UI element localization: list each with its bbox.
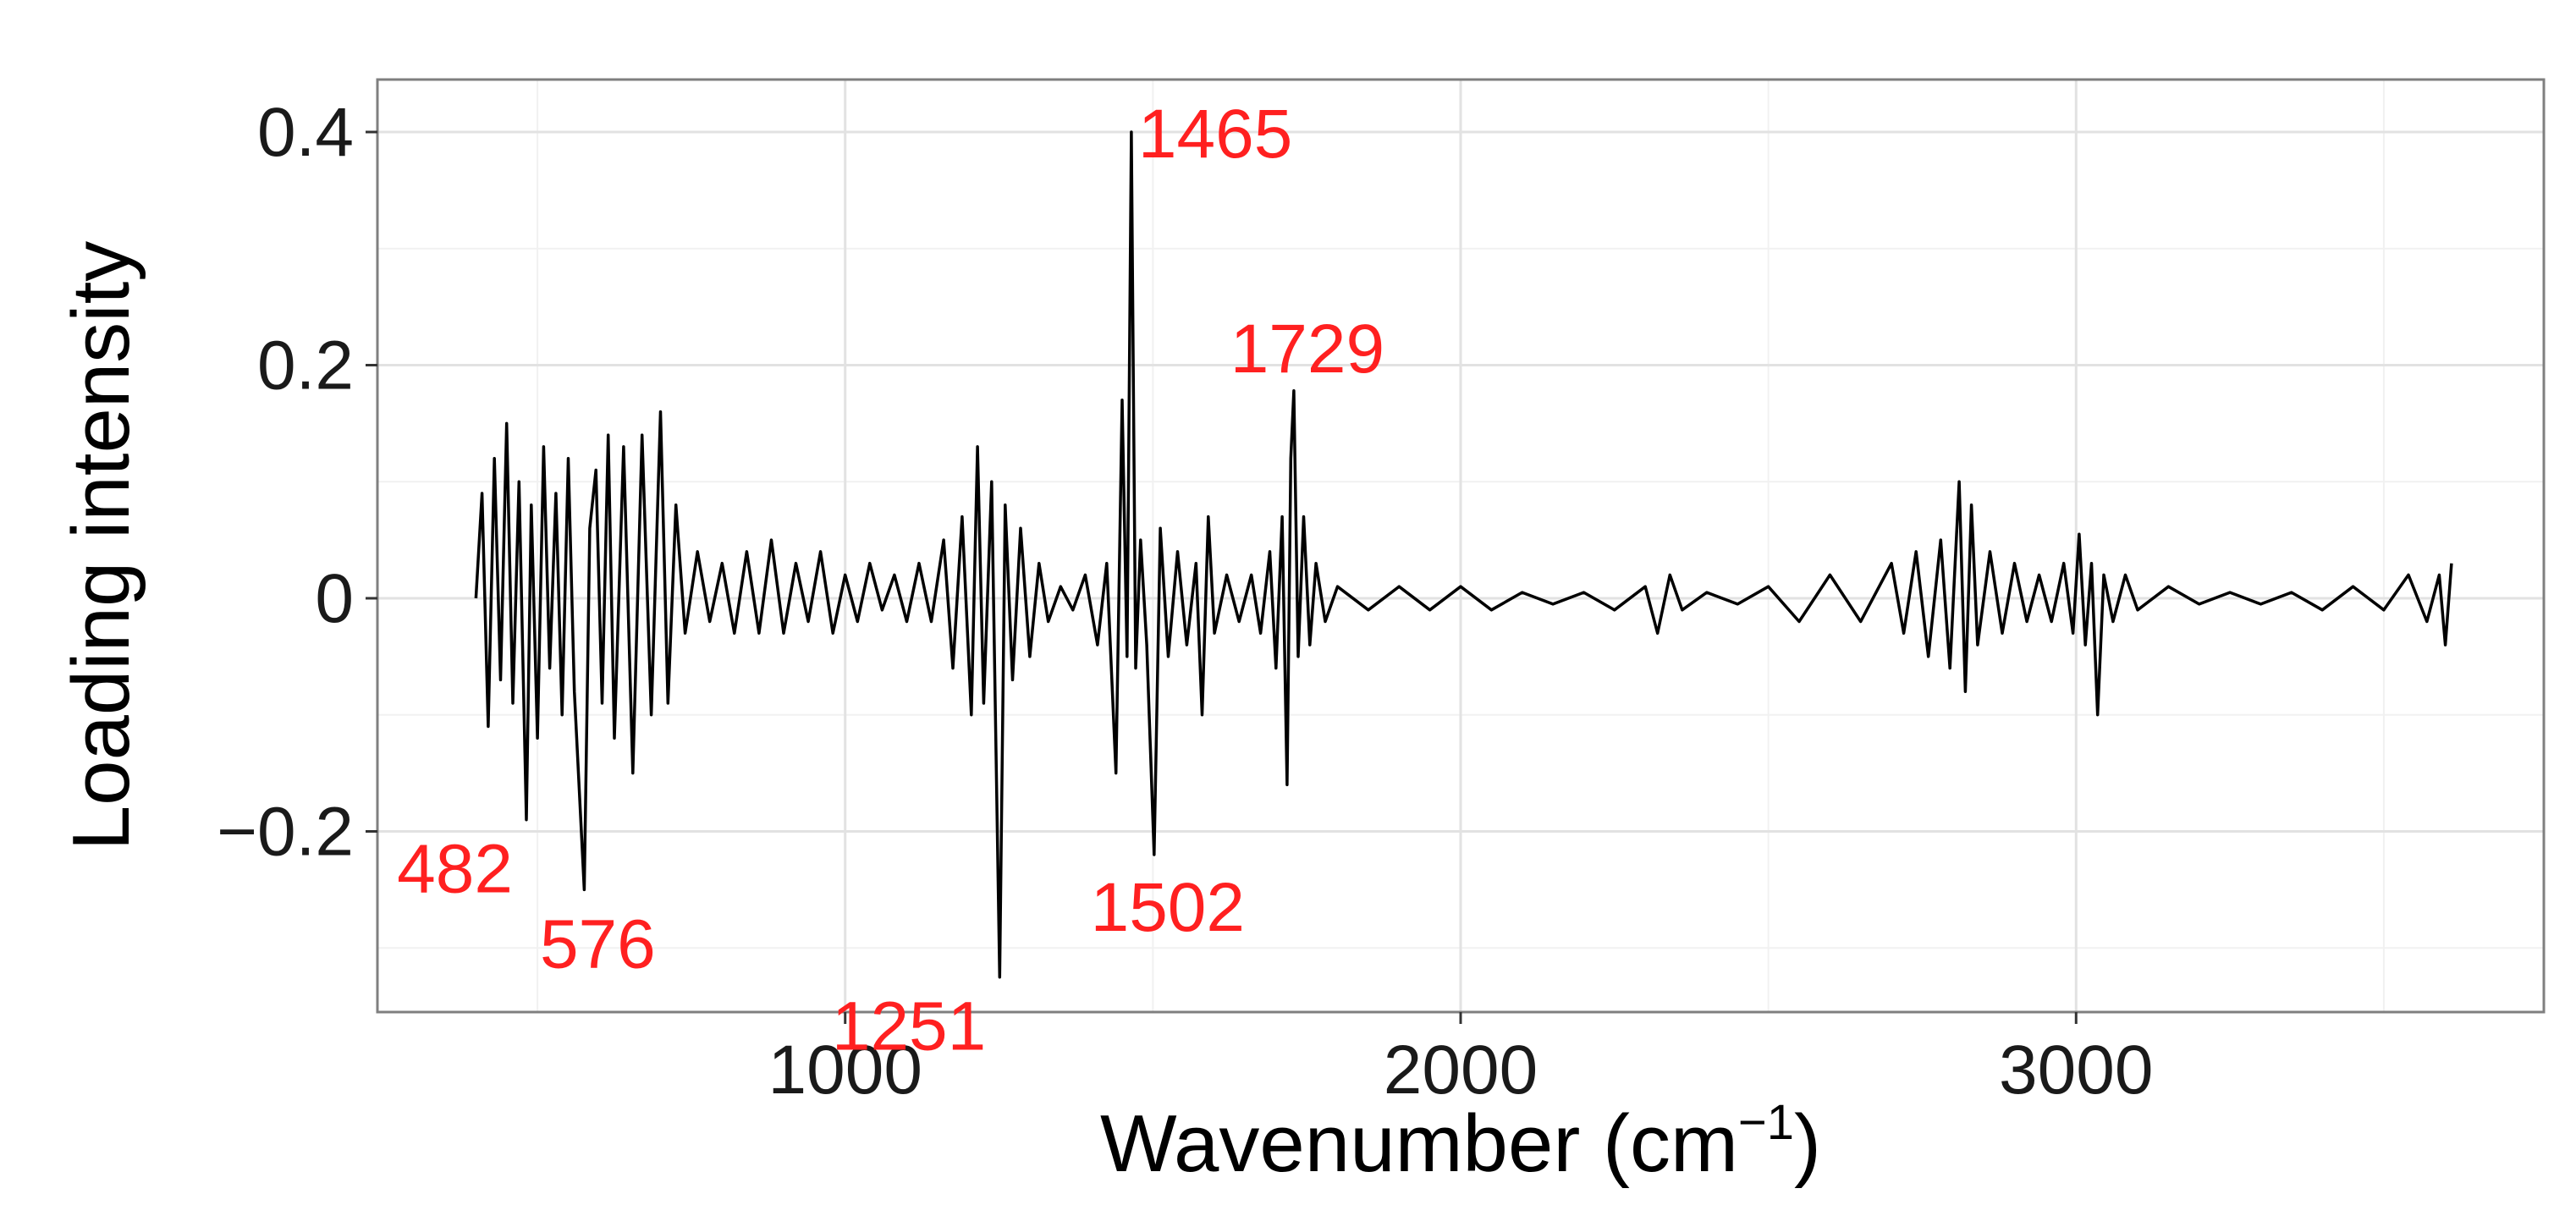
x-tick-label: 2000: [1384, 1032, 1538, 1109]
x-axis-title: Wavenumber (cm−1): [1100, 1095, 1821, 1189]
axis-ticks: 1000 2000 3000 −0.2 0 0.2 0.4: [217, 94, 2153, 1109]
peak-annotations: 1465 1729 482 576 1251 1502: [397, 96, 1384, 1065]
series-area: [474, 130, 2453, 979]
y-tick-label: 0: [315, 560, 354, 637]
x-axis-title-superscript: −1: [1738, 1095, 1794, 1150]
x-tick-label: 3000: [1999, 1032, 2153, 1109]
peak-label-1729: 1729: [1230, 311, 1384, 388]
peak-label-482: 482: [397, 831, 513, 908]
y-tick-label: 0.2: [257, 327, 354, 404]
y-axis-title: Loading intensity: [56, 241, 146, 851]
x-tick-label: 1000: [768, 1032, 922, 1109]
grid-lines: [377, 80, 2544, 1012]
peak-label-1465: 1465: [1138, 96, 1292, 173]
y-tick-label: −0.2: [217, 793, 354, 870]
spectrum-series-line: [474, 130, 2453, 979]
y-tick-label: 0.4: [257, 94, 354, 171]
peak-label-576: 576: [540, 905, 656, 982]
peak-label-1251: 1251: [832, 988, 986, 1065]
peak-label-1502: 1502: [1091, 869, 1245, 946]
